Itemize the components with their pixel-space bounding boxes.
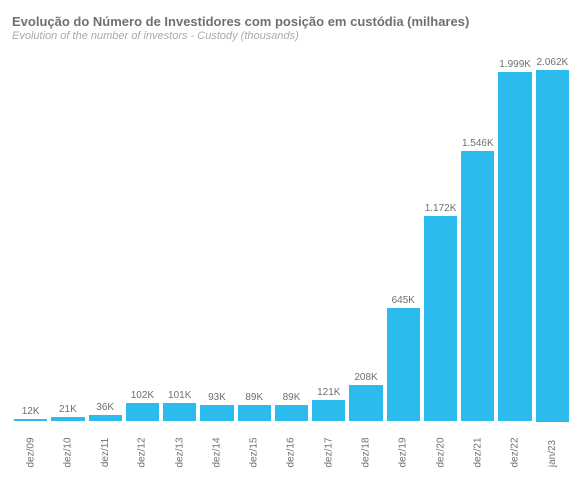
- bar-value-label: 1.172K: [425, 203, 457, 214]
- chart-subtitle: Evolution of the number of investors - C…: [12, 30, 571, 43]
- bar-column: 21K dez/10: [51, 57, 84, 487]
- x-axis-label: dez/18: [351, 423, 381, 487]
- x-axis-label: jan/23: [539, 424, 566, 487]
- x-axis-label: dez/10: [53, 423, 83, 487]
- x-axis-label: dez/19: [388, 423, 418, 487]
- bar: [238, 405, 271, 421]
- bar-column: 1.546K dez/21: [461, 57, 494, 487]
- x-axis-label: dez/20: [426, 423, 456, 487]
- bar-value-label: 12K: [22, 406, 40, 417]
- bar-column: 102K dez/12: [126, 57, 159, 487]
- bar-value-label: 208K: [354, 372, 377, 383]
- bar: [14, 419, 47, 421]
- x-axis-label: dez/14: [202, 423, 232, 487]
- bar-column: 93K dez/14: [200, 57, 233, 487]
- bar: [89, 415, 122, 421]
- bar-column: 36K dez/11: [89, 57, 122, 487]
- bar: [200, 405, 233, 421]
- bar-column: 89K dez/15: [238, 57, 271, 487]
- bar-value-label: 1.999K: [499, 59, 531, 70]
- bar-column: 208K dez/18: [349, 57, 382, 487]
- bar: [424, 216, 457, 421]
- bar-column: 89K dez/16: [275, 57, 308, 487]
- bar-column: 645K dez/19: [387, 57, 420, 487]
- bar-value-label: 2.062K: [537, 57, 569, 68]
- bar-column: 1.172K dez/20: [424, 57, 457, 487]
- x-axis-label: dez/13: [165, 423, 195, 487]
- bar-column: 12K dez/09: [14, 57, 47, 487]
- x-axis-label: dez/16: [276, 423, 306, 487]
- bar: [536, 70, 569, 422]
- bar-value-label: 121K: [317, 387, 340, 398]
- x-axis-label: dez/12: [127, 423, 157, 487]
- bar-value-label: 645K: [392, 295, 415, 306]
- bar-value-label: 89K: [283, 392, 301, 403]
- bar: [312, 400, 345, 421]
- bar: [163, 403, 196, 421]
- bar: [51, 417, 84, 421]
- bar-value-label: 102K: [131, 390, 154, 401]
- bar: [349, 385, 382, 421]
- bar-chart: 12Kdez/0921Kdez/1036Kdez/11102Kdez/12101…: [12, 57, 571, 487]
- bar-value-label: 21K: [59, 404, 77, 415]
- bar: [498, 72, 531, 421]
- bar-column: 2.062K jan/23: [536, 57, 569, 487]
- bar-column: 101K dez/13: [163, 57, 196, 487]
- x-axis-label: dez/17: [314, 423, 344, 487]
- x-axis-label: dez/21: [463, 423, 493, 487]
- x-axis-label: dez/11: [91, 423, 120, 487]
- x-axis-label: dez/09: [16, 423, 46, 487]
- x-axis-label: dez/15: [239, 423, 269, 487]
- bar-value-label: 101K: [168, 390, 191, 401]
- bar-value-label: 89K: [245, 392, 263, 403]
- bar: [275, 405, 308, 421]
- bar-column: 1.999K dez/22: [498, 57, 531, 487]
- x-axis-label: dez/22: [500, 423, 530, 487]
- bar: [387, 308, 420, 421]
- bar: [126, 403, 159, 421]
- chart-title: Evolução do Número de Investidores com p…: [12, 14, 571, 30]
- bar-column: 121K dez/17: [312, 57, 345, 487]
- bar: [461, 151, 494, 421]
- bar-value-label: 1.546K: [462, 138, 494, 149]
- bar-value-label: 36K: [96, 402, 114, 413]
- bar-value-label: 93K: [208, 392, 226, 403]
